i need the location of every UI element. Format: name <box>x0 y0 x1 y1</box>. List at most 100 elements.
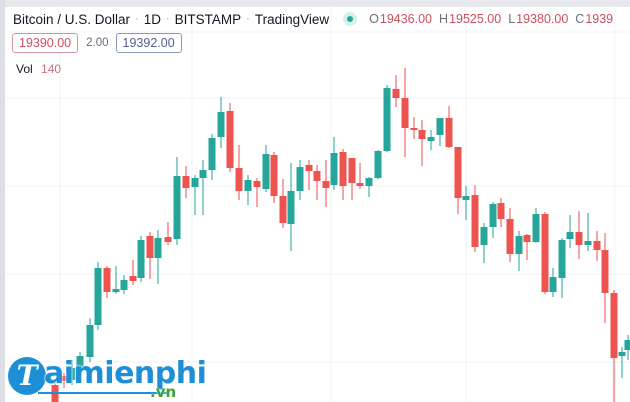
candle-down[interactable] <box>575 211 583 259</box>
sell-bid-button[interactable]: 19390.00 <box>12 33 79 53</box>
candle-up[interactable] <box>296 160 304 200</box>
candle-down[interactable] <box>270 152 278 203</box>
candle-down[interactable] <box>322 160 330 207</box>
candle-up[interactable] <box>383 85 391 152</box>
candle-up[interactable] <box>624 335 630 360</box>
candle-up[interactable] <box>330 137 338 190</box>
candle-up[interactable] <box>244 175 252 205</box>
candlestick-chart[interactable] <box>5 7 630 402</box>
candle-up[interactable] <box>374 150 382 179</box>
window-top-edge <box>0 0 630 7</box>
candle-up[interactable] <box>532 208 540 243</box>
candle-up[interactable] <box>558 238 566 298</box>
candle-down[interactable] <box>103 266 111 298</box>
window-left-edge <box>0 0 5 402</box>
candle-up[interactable] <box>436 118 444 146</box>
candle-down[interactable] <box>356 163 364 189</box>
exchange-label: BITSTAMP <box>174 11 242 27</box>
candle-down[interactable] <box>418 120 426 166</box>
candle-up[interactable] <box>462 186 470 220</box>
quote-row: 19390.00 2.00 19392.00 <box>12 33 182 53</box>
candle-down[interactable] <box>401 68 409 157</box>
candle-down[interactable] <box>601 233 609 323</box>
candle-down[interactable] <box>235 145 243 200</box>
separator-dot: · <box>246 13 250 25</box>
candle-down[interactable] <box>454 147 462 214</box>
symbol-legend[interactable]: Bitcoin / U.S. Dollar · 1D · BITSTAMP · … <box>13 9 620 29</box>
candle-down[interactable] <box>541 212 549 294</box>
candle-down[interactable] <box>445 106 453 148</box>
high-value: 19525.00 <box>449 12 502 26</box>
watermark-tld: .vn <box>150 383 177 401</box>
candle-up[interactable] <box>584 213 592 251</box>
candle-up[interactable] <box>112 266 120 294</box>
candle-up[interactable] <box>86 318 94 362</box>
candle-up[interactable] <box>173 157 181 245</box>
candle-down[interactable] <box>226 103 234 172</box>
ohlc-high: H19525.00 <box>439 12 501 26</box>
candle-down[interactable] <box>348 158 356 200</box>
candle-up[interactable] <box>549 268 557 297</box>
candle-down[interactable] <box>305 160 313 190</box>
candle-up[interactable] <box>427 130 435 150</box>
candle-up[interactable] <box>76 352 84 375</box>
provider-label: TradingView <box>254 11 330 27</box>
interval-label[interactable]: 1D <box>143 11 161 27</box>
separator-dot: · <box>165 13 170 25</box>
candle-down[interactable] <box>471 185 479 252</box>
candle-up[interactable] <box>68 360 76 385</box>
watermark-text: aimienphi <box>44 356 207 391</box>
close-key: C <box>575 12 585 26</box>
candle-down[interactable] <box>610 290 618 402</box>
candle-down[interactable] <box>593 231 601 261</box>
candle-down[interactable] <box>164 222 172 245</box>
candle-down[interactable] <box>392 75 400 107</box>
candle-up[interactable] <box>199 160 207 215</box>
ohlc-close: C1939 <box>575 12 613 26</box>
candle-up[interactable] <box>287 163 295 251</box>
separator-dot: · <box>135 13 139 25</box>
volume-legend[interactable]: Vol 140 <box>16 62 61 76</box>
candle-down[interactable] <box>497 198 505 227</box>
candlestick-plot[interactable] <box>5 7 630 402</box>
close-value: 1939 <box>585 12 614 26</box>
candle-up[interactable] <box>137 236 145 282</box>
candle-down[interactable] <box>279 179 287 228</box>
ohlc-open: O19436.00 <box>369 12 432 26</box>
buy-ask-button[interactable]: 19392.00 <box>115 33 182 53</box>
candle-down[interactable] <box>410 117 418 139</box>
candle-down[interactable] <box>339 149 347 200</box>
candle-up[interactable] <box>618 347 626 378</box>
candle-up[interactable] <box>480 223 488 263</box>
volume-label: Vol <box>16 62 33 76</box>
candle-up[interactable] <box>120 275 128 294</box>
candle-down[interactable] <box>506 208 514 262</box>
low-value: 19380.00 <box>516 12 569 26</box>
candle-up[interactable] <box>217 97 225 148</box>
open-value: 19436.00 <box>379 12 433 26</box>
spread-value: 2.00 <box>86 37 109 49</box>
candle-down[interactable] <box>146 232 154 279</box>
candle-up[interactable] <box>208 134 216 180</box>
open-key: O <box>369 12 379 26</box>
candle-down[interactable] <box>60 373 68 388</box>
candle-up[interactable] <box>489 202 497 238</box>
candle-up[interactable] <box>154 230 162 284</box>
candle-down[interactable] <box>182 166 190 198</box>
candle-up[interactable] <box>94 262 102 330</box>
low-key: L <box>508 12 516 26</box>
candle-down[interactable] <box>129 260 137 285</box>
candle-up[interactable] <box>191 175 199 215</box>
candle-down[interactable] <box>313 165 321 200</box>
watermark-logo-icon: T <box>8 357 46 395</box>
candle-up[interactable] <box>365 177 373 197</box>
candle-down[interactable] <box>523 234 531 260</box>
symbol-name[interactable]: Bitcoin / U.S. Dollar <box>13 11 131 27</box>
candle-down[interactable] <box>253 178 261 207</box>
candle-up[interactable] <box>262 145 270 192</box>
high-key: H <box>439 12 449 26</box>
volume-value: 140 <box>41 62 62 76</box>
candle-up[interactable] <box>515 231 523 271</box>
candle-up[interactable] <box>566 215 574 248</box>
market-open-dot-icon <box>343 12 358 26</box>
